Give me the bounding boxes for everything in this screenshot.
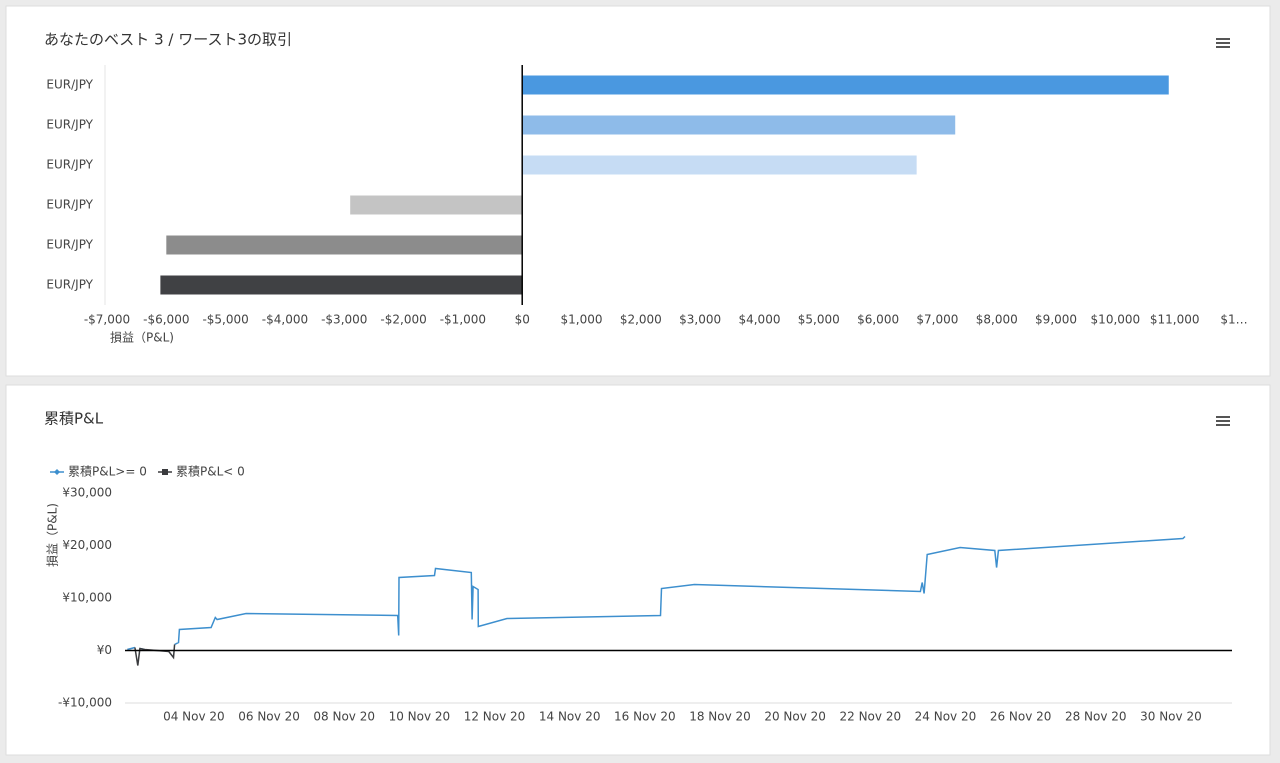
x-tick-label: 20 Nov 20 [764,710,826,724]
chart-title: あなたのベスト 3 / ワースト3の取引 [44,31,292,49]
chart-title: 累積P&L [44,410,104,428]
y-tick-label: ¥10,000 [62,591,112,605]
x-tick-label: $5,000 [798,313,840,327]
legend-marker [54,469,60,475]
y-tick-label: EUR/JPY [46,158,93,172]
y-tick-label: ¥20,000 [62,538,112,552]
x-tick-label: $2,000 [620,313,662,327]
bar [160,275,523,295]
bar [522,155,917,175]
x-tick-label: 08 Nov 20 [313,710,375,724]
x-tick-label: -$4,000 [262,313,308,327]
x-tick-label: 30 Nov 20 [1140,710,1202,724]
x-tick-label: $8,000 [976,313,1018,327]
x-tick-label: $3,000 [679,313,721,327]
y-axis-label: 損益（P&L) [45,503,60,567]
menu-icon[interactable] [1216,38,1230,48]
x-tick-label: $1,000 [561,313,603,327]
line-series [134,644,176,666]
x-tick-label: -$3,000 [321,313,367,327]
x-tick-label: $1… [1220,313,1247,327]
x-tick-label: 14 Nov 20 [539,710,601,724]
y-tick-label: EUR/JPY [46,118,93,132]
y-tick-label: EUR/JPY [46,238,93,252]
x-tick-label: $6,000 [857,313,899,327]
legend-label: 累積P&L< 0 [176,464,245,479]
y-tick-label: EUR/JPY [46,78,93,92]
y-tick-label: -¥10,000 [58,696,112,710]
x-tick-label: -$5,000 [202,313,248,327]
x-tick-label: -$1,000 [440,313,486,327]
x-tick-label: 22 Nov 20 [840,710,902,724]
card [5,5,1271,377]
x-tick-label: -$6,000 [143,313,189,327]
x-tick-label: 24 Nov 20 [915,710,977,724]
legend-label: 累積P&L>= 0 [68,464,147,479]
x-tick-label: $11,000 [1150,313,1200,327]
y-tick-label: ¥0 [97,643,112,657]
x-tick-label: -$7,000 [84,313,130,327]
bar [350,195,523,215]
y-tick-label: ¥30,000 [62,486,112,500]
bar [522,115,956,135]
x-tick-label: $4,000 [738,313,780,327]
legend-marker [162,469,168,475]
x-tick-label: $10,000 [1091,313,1141,327]
x-tick-label: 06 Nov 20 [238,710,300,724]
x-tick-label: $9,000 [1035,313,1077,327]
x-tick-label: -$2,000 [380,313,426,327]
x-tick-label: 04 Nov 20 [163,710,225,724]
x-tick-label: $0 [515,313,530,327]
card [5,384,1271,756]
x-tick-label: 10 Nov 20 [389,710,451,724]
x-tick-label: 12 Nov 20 [464,710,526,724]
y-tick-label: EUR/JPY [46,278,93,292]
x-tick-label: 26 Nov 20 [990,710,1052,724]
y-tick-label: EUR/JPY [46,198,93,212]
x-tick-label: 28 Nov 20 [1065,710,1127,724]
menu-icon[interactable] [1216,416,1230,426]
bar [522,75,1169,95]
bar [166,235,523,255]
x-tick-label: $7,000 [916,313,958,327]
x-tick-label: 18 Nov 20 [689,710,751,724]
x-axis-label: 損益（P&L) [110,330,174,345]
x-tick-label: 16 Nov 20 [614,710,676,724]
